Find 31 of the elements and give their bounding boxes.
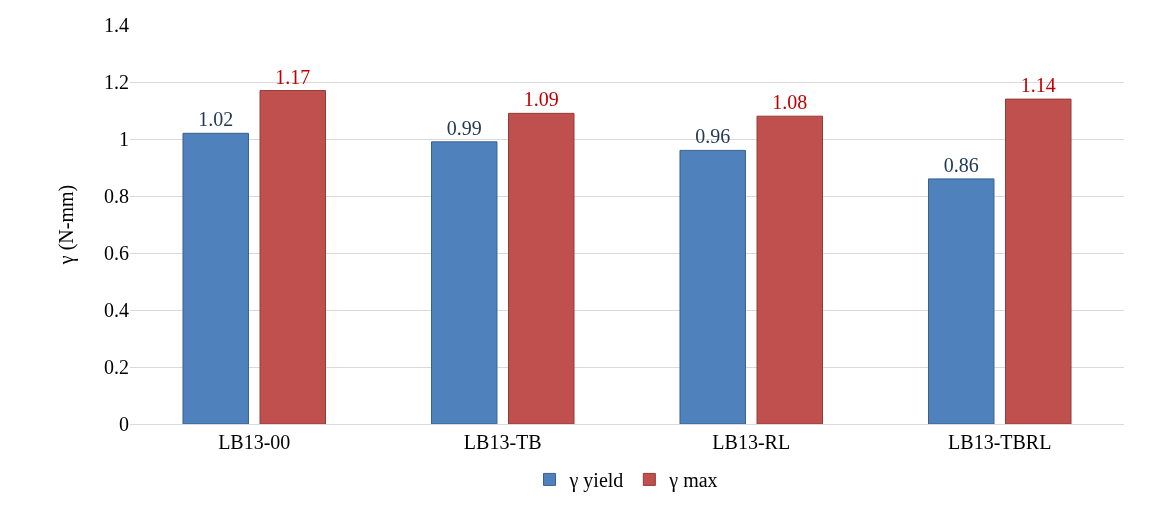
y-tick-label: 0.8 xyxy=(104,185,129,207)
x-tick-label: LB13-TB xyxy=(463,431,542,453)
legend-label: γ yield xyxy=(568,469,624,493)
y-tick-label: 0.4 xyxy=(104,299,129,321)
y-tick-label: 1.4 xyxy=(104,14,129,36)
bar xyxy=(927,178,995,424)
legend-label: γ max xyxy=(668,469,718,493)
x-tick-label: LB13-TBRL xyxy=(948,431,1052,453)
bar xyxy=(756,115,824,424)
x-tick-label: LB13-00 xyxy=(218,431,291,453)
bar xyxy=(430,141,498,424)
data-label: 1.17 xyxy=(275,65,311,88)
data-label: 0.96 xyxy=(695,125,731,148)
data-label: 0.86 xyxy=(943,153,979,176)
data-label: 1.09 xyxy=(523,88,559,111)
y-tick-label: 0.6 xyxy=(104,242,129,264)
y-tick-label: 0 xyxy=(119,413,129,435)
bar xyxy=(508,112,575,424)
data-label: 1.14 xyxy=(1020,74,1056,97)
y-axis-title: γ (N-mm) xyxy=(54,184,78,266)
x-tick-label: LB13-RL xyxy=(712,431,791,453)
data-label: 0.99 xyxy=(446,116,482,139)
data-label: 1.08 xyxy=(772,91,808,114)
bar xyxy=(259,90,327,424)
data-label: 1.02 xyxy=(198,108,234,131)
y-tick-label: 0.2 xyxy=(104,356,129,378)
bar xyxy=(679,149,746,424)
y-tick-label: 1.2 xyxy=(104,71,129,93)
y-tick-label: 1 xyxy=(119,128,129,150)
bar xyxy=(1005,98,1072,424)
bar xyxy=(182,132,249,424)
